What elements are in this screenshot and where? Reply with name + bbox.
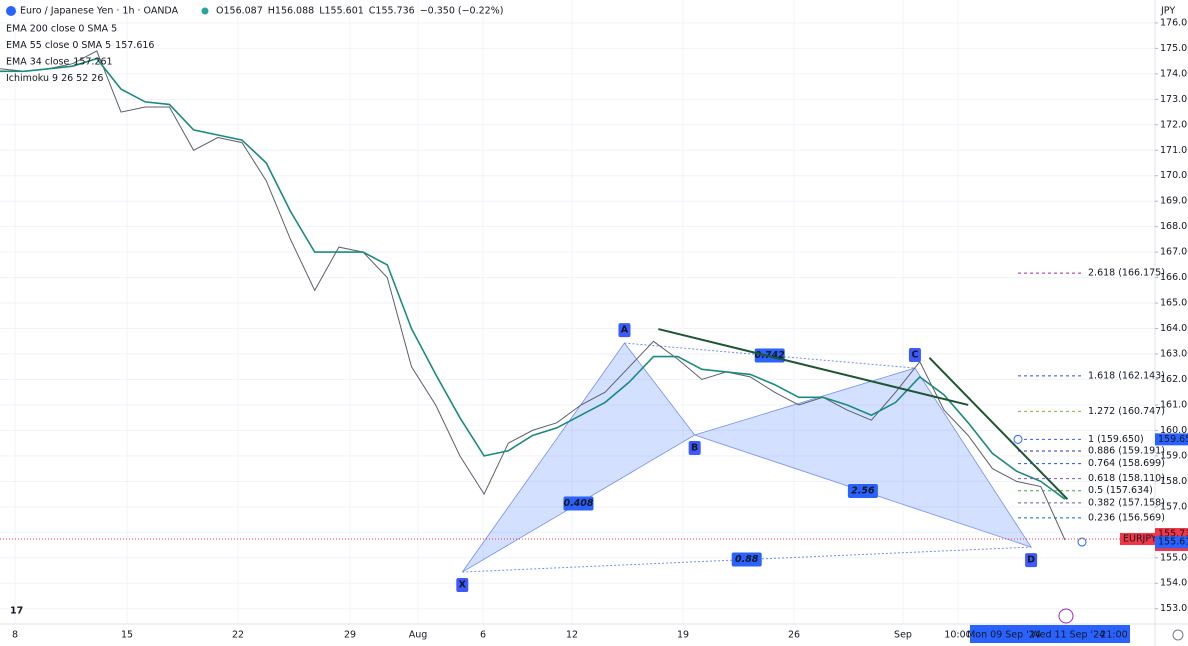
ohlc-value: −0.350 (−0.22%) (420, 6, 504, 17)
price-tag-label: EURJPY (1123, 534, 1157, 545)
x-tick-label: 26 (788, 630, 800, 641)
x-tick-label: 6 (480, 630, 486, 641)
ohlc-value: C155.736 (369, 6, 415, 17)
market-status (201, 7, 209, 15)
y-tick-label: 166.00 (1160, 272, 1188, 283)
currency-label: JPY (1160, 6, 1175, 17)
x-tick-label: 19 (677, 630, 689, 641)
x-tick-label: 29 (344, 630, 356, 641)
fib-label: 0.236 (156.569) (1088, 512, 1165, 523)
tv-logo: 17 (10, 606, 23, 617)
point-badge (688, 441, 701, 456)
y-tick-label: 158.00 (1160, 476, 1188, 487)
point-label: D (1027, 555, 1035, 566)
y-tick-label: 170.00 (1160, 170, 1188, 181)
trendline (928, 357, 1069, 500)
y-tick-label: 159.00 (1160, 450, 1188, 461)
settings-icon[interactable] (1172, 629, 1184, 641)
fib-handle[interactable] (1077, 537, 1087, 547)
fib-label: 1.618 (162.143) (1088, 370, 1165, 381)
price-tag-label: 159.65 (1158, 434, 1188, 445)
y-tick-label: 162.00 (1160, 374, 1188, 385)
y-tick-label: 154.00 (1160, 578, 1188, 589)
fib-label: 1 (159.650) (1088, 434, 1144, 445)
y-tick-label: 171.00 (1160, 145, 1188, 156)
x-tick-label: 12 (566, 630, 578, 641)
symbol-icon (6, 6, 16, 16)
fib-label: 0.886 (159.191) (1088, 446, 1165, 457)
ratio-badge (563, 496, 594, 511)
ratio-label: 2.56 (851, 486, 875, 497)
price-line (0, 57, 1066, 500)
indicator-name: EMA 200 close 0 SMA 5 (6, 24, 117, 35)
indicator-value: 157.616 (115, 40, 154, 51)
price-tag (1155, 536, 1188, 549)
indicator-name: EMA 34 close (6, 57, 69, 68)
point-label: X (459, 580, 467, 591)
point-badge (1025, 553, 1038, 568)
fib-label: 2.618 (166.175) (1088, 268, 1165, 279)
time-highlight-label: 21:00 (1100, 630, 1127, 641)
trendline (658, 328, 969, 406)
ratio-badge (847, 484, 878, 499)
point-label: C (911, 350, 918, 361)
ratio-badge (731, 552, 762, 567)
x-tick-label: Sep (894, 630, 912, 641)
y-tick-label: 175.00 (1160, 43, 1188, 54)
ratio-label: 0.88 (735, 554, 759, 565)
price-tag (1120, 533, 1155, 546)
y-tick-label: 169.00 (1160, 196, 1188, 207)
time-highlight (970, 625, 1130, 643)
price-line (0, 50, 1066, 541)
x-tick-label: 15 (121, 630, 133, 641)
ohlc-value: H156.088 (268, 6, 314, 17)
fib-label: 0.5 (157.634) (1088, 485, 1153, 496)
indicator-name: EMA 55 close 0 SMA 5 (6, 40, 111, 51)
symbol-title[interactable]: Euro / Japanese Yen · 1h · OANDA (20, 6, 179, 17)
x-tick-label: 8 (12, 630, 18, 641)
y-tick-label: 161.00 (1160, 399, 1188, 410)
y-tick-label: 167.00 (1160, 247, 1188, 258)
time-highlight-label: Wed 11 Sep '24 (1031, 630, 1105, 641)
y-tick-label: 155.00 (1160, 552, 1188, 563)
event-icon[interactable] (1058, 608, 1074, 624)
y-tick-label: 157.00 (1160, 501, 1188, 512)
y-tick-label: 168.00 (1160, 221, 1188, 232)
ohlc-value: L155.601 (319, 6, 364, 17)
point-badge (456, 578, 469, 593)
y-tick-label: 160.00 (1160, 425, 1188, 436)
y-tick-label: 153.00 (1160, 603, 1188, 614)
price-tag (1155, 433, 1188, 446)
fib-label: 0.618 (158.110) (1088, 473, 1165, 484)
point-badge (908, 348, 921, 363)
fib-handle[interactable] (1013, 434, 1023, 444)
price-tag-label: 155.61 (1158, 537, 1188, 548)
fib-label: 0.382 (157.158) (1088, 497, 1165, 508)
fib-label: 1.272 (160.747) (1088, 406, 1165, 417)
point-badge (618, 323, 631, 338)
x-tick-label: 10:00 (944, 630, 971, 641)
time-highlight-label: Mon 09 Sep '24 (967, 630, 1041, 641)
point-label: A (621, 325, 629, 336)
x-tick-label: Aug (409, 630, 428, 641)
y-tick-label: 174.00 (1160, 68, 1188, 79)
ratio-label: 0.408 (563, 498, 593, 509)
y-tick-label: 173.00 (1160, 94, 1188, 105)
y-tick-label: 165.00 (1160, 298, 1188, 309)
ohlc-value: O156.087 (216, 6, 263, 17)
x-tick-label: 22 (232, 630, 244, 641)
y-tick-label: 176.00 (1160, 17, 1188, 28)
indicator-name: Ichimoku 9 26 52 26 (6, 73, 103, 84)
point-label: B (691, 443, 698, 454)
indicator-value: 157.261 (73, 57, 112, 68)
y-tick-label: 172.00 (1160, 119, 1188, 130)
y-tick-label: 164.00 (1160, 323, 1188, 334)
price-tag-label: 155.73 (1158, 529, 1188, 540)
y-tick-label: 163.00 (1160, 349, 1188, 360)
fib-label: 0.764 (158.699) (1088, 458, 1165, 469)
